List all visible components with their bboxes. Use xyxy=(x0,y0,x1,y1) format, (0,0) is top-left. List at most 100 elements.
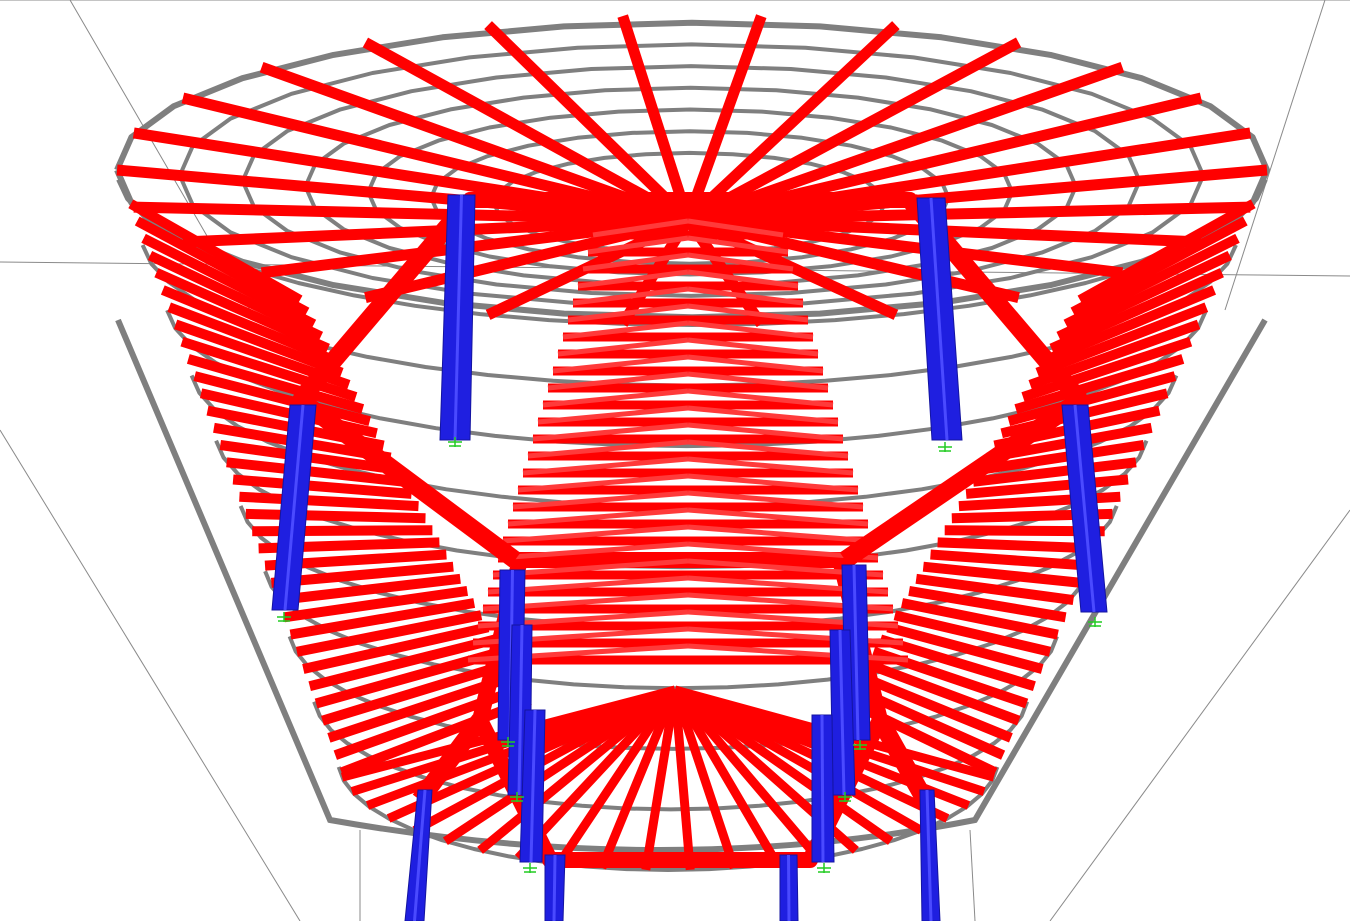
hip-beam xyxy=(412,714,488,806)
truss-diagonal xyxy=(582,252,689,272)
truss-diagonal xyxy=(572,286,689,306)
truss-diagonal xyxy=(687,524,874,544)
grid-line xyxy=(1224,0,1326,311)
wall-rafter xyxy=(922,561,1082,588)
wall-rafter xyxy=(193,371,371,427)
wall-rafter xyxy=(134,216,310,317)
support-marker xyxy=(838,792,852,802)
wall-rafter xyxy=(979,440,1145,475)
support-marker xyxy=(1088,617,1102,627)
column-highlight xyxy=(283,404,305,611)
wall-rafter xyxy=(283,585,469,623)
radial-rafter xyxy=(597,688,680,870)
wall-rafter xyxy=(893,610,1052,657)
truss-diagonal xyxy=(507,507,689,527)
wall-rafter xyxy=(965,474,1129,499)
wall-rafter xyxy=(1063,233,1240,329)
truss-diagonal xyxy=(587,235,689,255)
truss-diagonal xyxy=(522,456,689,476)
wall-rafter xyxy=(154,268,330,354)
column-highlight xyxy=(1073,404,1096,613)
radial-rafter xyxy=(672,686,894,845)
column-highlight xyxy=(852,564,860,741)
radial-rafter xyxy=(484,21,692,224)
support-marker xyxy=(523,863,537,873)
columns xyxy=(271,194,1108,921)
wall-rafter xyxy=(1007,371,1177,427)
truss-diagonal xyxy=(687,252,794,272)
radial-rafter xyxy=(555,687,679,867)
wall-rafter xyxy=(245,508,426,524)
truss-diagonal xyxy=(687,235,789,255)
truss-diagonal xyxy=(557,337,689,357)
truss-diagonal xyxy=(512,490,689,510)
support-marker xyxy=(448,437,462,447)
wall-rafter xyxy=(908,585,1067,623)
supports xyxy=(277,437,1102,873)
truss-diagonal xyxy=(492,558,689,578)
column-highlight xyxy=(929,197,949,441)
truss-diagonal xyxy=(687,456,854,476)
column-highlight xyxy=(925,789,933,921)
radial-rafter xyxy=(687,201,1251,226)
column-highlight xyxy=(838,629,846,796)
wall-rafter xyxy=(930,549,1090,571)
wall-rafter xyxy=(289,598,476,640)
column-highlight xyxy=(787,854,791,921)
truss-diagonal xyxy=(687,218,784,238)
wall-rafter xyxy=(972,457,1137,487)
wall-rafter xyxy=(901,598,1059,640)
wall-rafter xyxy=(302,622,490,674)
column-highlight xyxy=(552,854,557,921)
support-marker xyxy=(277,612,291,622)
radial-rafter xyxy=(670,688,739,870)
truss-diagonal xyxy=(687,269,799,289)
truss-diagonal xyxy=(527,439,689,459)
wall-rafter xyxy=(160,285,337,366)
radial-rafter xyxy=(133,201,689,226)
truss-diagonal xyxy=(687,643,909,663)
truss-diagonal xyxy=(592,218,689,238)
truss-diagonal xyxy=(542,388,689,408)
hip-beam xyxy=(293,194,477,406)
truss-diagonal xyxy=(517,473,689,493)
wall-rafter xyxy=(308,634,497,692)
radial-rafter xyxy=(617,14,694,222)
wall-rafter xyxy=(147,250,324,341)
truss-diagonal xyxy=(687,337,819,357)
truss-diagonal xyxy=(687,320,814,340)
wall-rafter xyxy=(167,302,344,378)
wall-rafter xyxy=(1049,268,1224,354)
truss-diagonal xyxy=(687,354,824,374)
wall-rafter xyxy=(1042,285,1217,366)
wall-rafter xyxy=(886,622,1044,674)
truss-diagonal xyxy=(687,439,849,459)
radial-rafter xyxy=(260,214,689,279)
truss-diagonal xyxy=(687,371,829,391)
truss-diagonal xyxy=(537,405,689,425)
radial-rafter xyxy=(116,164,689,226)
truss-diagonal xyxy=(532,422,689,442)
radial-rafter xyxy=(687,214,1124,279)
hip-beam xyxy=(839,392,1086,568)
column-highlight xyxy=(820,714,825,863)
radial-rafter xyxy=(671,687,781,867)
grid-line xyxy=(969,829,976,921)
truss-diagonal xyxy=(577,269,689,289)
wall-rafter xyxy=(226,457,406,487)
radial-rafter xyxy=(670,689,695,871)
wall-rafter xyxy=(937,537,1098,554)
column-highlight xyxy=(413,789,427,921)
truss-diagonal xyxy=(687,490,864,510)
column-highlight xyxy=(529,709,537,863)
truss-diagonal xyxy=(687,388,834,408)
wall-rafter xyxy=(277,573,461,606)
truss-diagonal xyxy=(562,320,689,340)
truss-diagonal xyxy=(687,473,859,493)
wall-rafter xyxy=(1056,250,1232,341)
column-highlight xyxy=(517,624,524,796)
radial-rafter xyxy=(684,21,900,225)
grid-line xyxy=(1049,509,1350,921)
